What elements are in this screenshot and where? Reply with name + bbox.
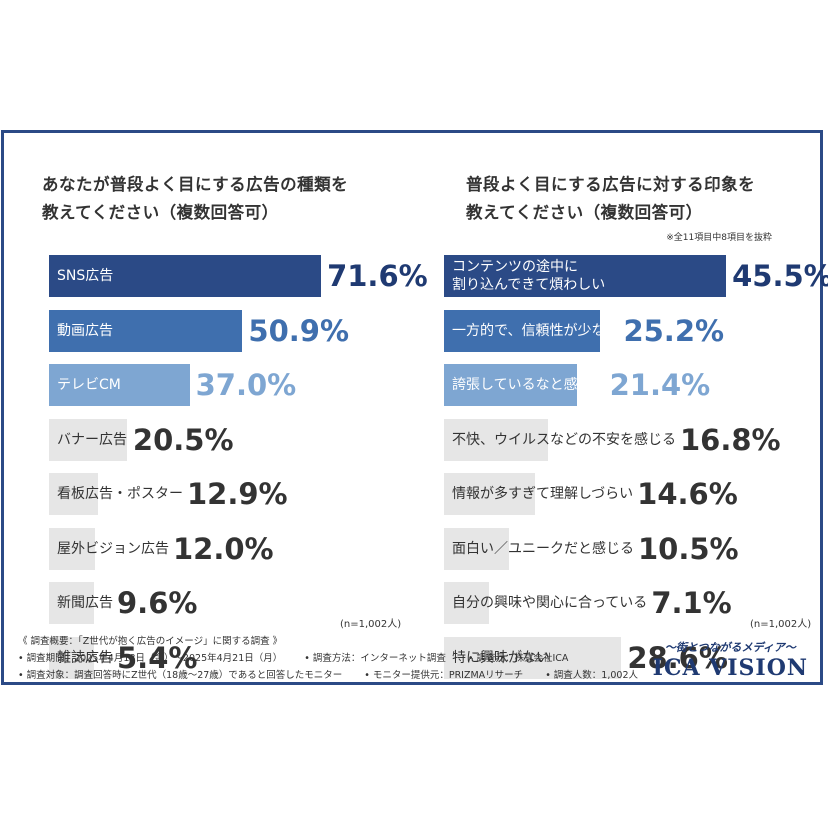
left-bar-value-8: 5.4% <box>117 640 198 675</box>
logo-tagline: ～街とつながるメディア～ <box>664 641 796 654</box>
right-bar-label-3: 誇張しているなと感じる <box>452 377 606 393</box>
left-bar-value-2: 50.9% <box>248 313 350 348</box>
left-bar-label-7: 新聞広告 <box>57 595 113 611</box>
left-bar-value-5: 12.9% <box>187 477 288 511</box>
chart-left-title-line-2: 教えてください（複数回答可） <box>42 203 279 222</box>
right-bar-8 <box>444 636 622 679</box>
left-bar-label-4: バナー広告 <box>57 431 127 448</box>
right-bar-value-1: 45.5% <box>732 259 828 293</box>
right-bar-label-2: 一方的で、信頼性が少ない <box>452 322 620 339</box>
right-bar-6 <box>444 527 510 570</box>
right-bar-value-3: 21.4% <box>609 368 711 402</box>
chart-right-title-line-1: 普段よく目にする広告に対する印象を <box>466 175 756 194</box>
chart-right-note: ※全11項目中8項目を抜粋 <box>666 233 772 243</box>
right-bar-2 <box>444 309 601 352</box>
right-bar-4 <box>444 418 549 461</box>
chart-left-sample: (n=1,002人) <box>340 619 402 630</box>
left-bar-value-4: 20.5% <box>132 422 234 457</box>
logo-brand: ICA VISION <box>652 655 808 681</box>
left-bar-value-1: 71.6% <box>327 259 428 293</box>
right-bar-3 <box>444 364 577 406</box>
survey-provider: • モニター提供元：PRIZMAリサーチ <box>364 670 524 681</box>
chart-left-bars: SNS広告 71.6% 動画広告 50.9% テレビCM 37.0% バナー広告 20.5% 看… <box>4 133 428 679</box>
left-bar-1 <box>49 255 322 297</box>
right-bar-value-6: 10.5% <box>638 531 739 566</box>
right-bar-value-5: 14.6% <box>637 477 738 511</box>
left-bar-label-1: SNS広告 <box>57 268 114 284</box>
left-bar-2 <box>49 309 243 352</box>
left-bar-value-7: 9.6% <box>117 586 198 620</box>
survey-count: • 調査人数：1,002人 <box>545 670 639 681</box>
right-bar-label-4: 不快、ウイルスなどの不安を感じる <box>452 431 676 448</box>
chart-right-title: 普段よく目にする広告に対する印象を 教えてください（複数回答可） <box>466 171 755 227</box>
left-bar-6 <box>49 527 95 570</box>
left-bar-label-6: 屋外ビジョン広告 <box>57 540 169 557</box>
chart-frame: あなたが普段よく目にする広告の種類を 教えてください（複数回答可） SNS広告 7… <box>1 130 828 685</box>
right-bar-5 <box>444 473 535 515</box>
right-bar-label-6: 面白い／ユニークだと感じる <box>452 540 634 557</box>
left-bar-label-8: 雑誌広告 <box>57 649 113 666</box>
ica-vision-logo: ～街とつながるメディア～ ICA VISION <box>653 639 808 681</box>
right-bar-value-4: 16.8% <box>680 422 781 457</box>
left-bar-label-2: 動画広告 <box>57 322 113 339</box>
left-bar-8 <box>49 636 94 679</box>
left-bar-label-5: 看板広告・ポスター <box>57 486 183 502</box>
right-bar-1 <box>444 255 727 297</box>
survey-period: • 調査期間：2025年4月18日（金）～2025年4月21日（月） <box>18 653 283 664</box>
right-bar-label-5: 情報が多すぎて理解しづらい <box>452 486 634 502</box>
right-bar-label-7: 自分の興味や関心に合っている <box>452 595 648 611</box>
left-bar-4 <box>49 418 127 461</box>
survey-footer: 《 調査概要：「Z世代が抱く広告のイメージ」に関する調査 》 • 調査期間：20… <box>18 633 638 684</box>
chart-left-title: あなたが普段よく目にする広告の種類を 教えてください（複数回答可） <box>42 171 348 227</box>
survey-target: • 調査対象：調査回答時にZ世代（18歳～27歳）であると回答したモニター <box>18 670 343 681</box>
chart-right-title-line-2: 教えてください（複数回答可） <box>466 203 703 222</box>
left-bar-value-3: 37.0% <box>195 368 297 402</box>
right-bar-label-8: 特に興味がない <box>452 649 550 666</box>
left-bar-3 <box>49 364 190 406</box>
right-bar-value-7: 7.1% <box>651 586 732 620</box>
chart-right-bars: コンテンツの途中に 割り込んできて煩わしい 45.5% 一方的で、信頼性が少ない 25.… <box>414 133 828 679</box>
right-bar-value-8: 28.6% <box>627 640 728 675</box>
left-bar-label-3: テレビCM <box>57 377 121 393</box>
right-bar-label-1: コンテンツの途中に 割り込んできて煩わしい <box>452 259 606 293</box>
left-bar-value-6: 12.0% <box>173 531 274 566</box>
survey-method: • 調査方法：インターネット調査 <box>304 653 446 664</box>
right-bar-7 <box>444 582 489 624</box>
chart-right-sample: (n=1,002人) <box>750 619 812 630</box>
survey-source: • 調査元：株式会社ICA <box>467 653 569 664</box>
chart-left-title-line-1: あなたが普段よく目にする広告の種類を <box>42 175 349 194</box>
right-bar-value-2: 25.2% <box>623 313 725 348</box>
left-bar-7 <box>49 582 94 624</box>
survey-overview: 《 調査概要：「Z世代が抱く広告のイメージ」に関する調査 》 <box>18 636 283 647</box>
left-bar-5 <box>49 473 99 515</box>
